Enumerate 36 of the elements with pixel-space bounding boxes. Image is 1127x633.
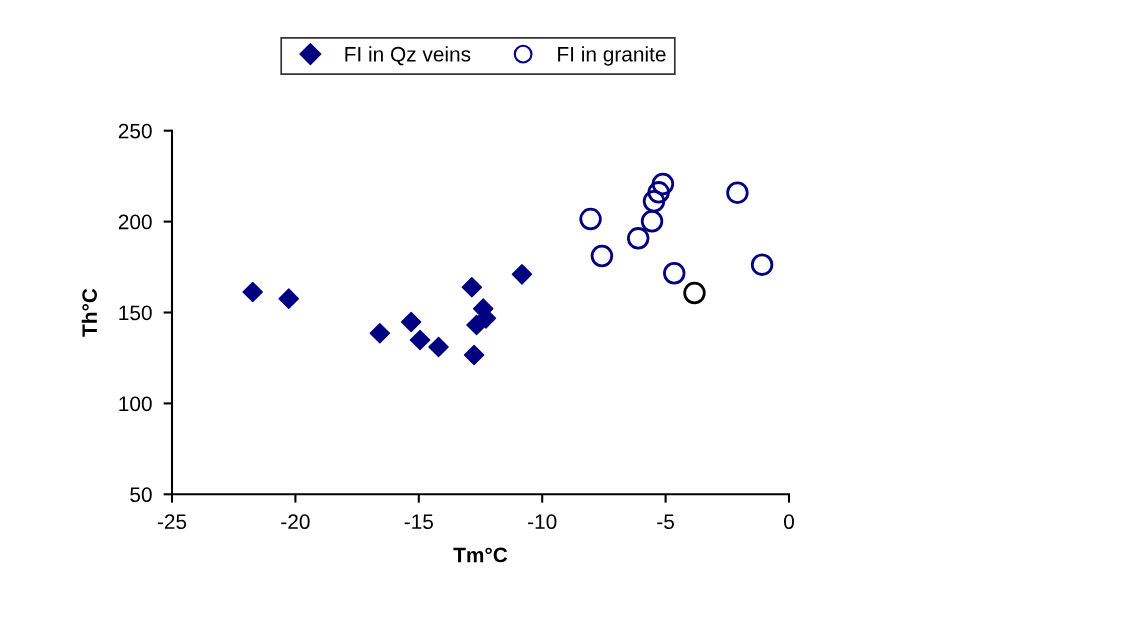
point <box>647 181 670 204</box>
y-axis-title: Th°C <box>81 288 98 337</box>
point <box>242 281 263 303</box>
point <box>463 344 485 366</box>
point <box>590 244 614 268</box>
point <box>640 210 664 233</box>
y-tick-label: 150 <box>119 305 152 321</box>
point <box>651 172 675 196</box>
point <box>511 264 533 285</box>
x-tick-label: -15 <box>404 514 433 530</box>
point <box>461 276 483 298</box>
y-tick-label: 200 <box>118 214 152 230</box>
point <box>642 190 666 213</box>
x-tick-label: -10 <box>528 514 557 530</box>
x-tick-label: -25 <box>157 514 187 530</box>
point <box>400 311 422 333</box>
point <box>663 262 686 285</box>
legend-label: FI in granite <box>558 46 666 66</box>
point <box>369 322 391 344</box>
point <box>626 227 650 250</box>
point <box>726 181 749 204</box>
y-tick-label: 50 <box>130 487 152 503</box>
point <box>466 314 487 336</box>
point <box>409 329 431 351</box>
x-tick-label: -20 <box>281 514 310 530</box>
y-tick-label: 250 <box>118 123 152 139</box>
point <box>278 288 300 309</box>
point <box>750 253 774 276</box>
x-tick-label: -5 <box>657 514 674 530</box>
legend-label: FI in Qz veins <box>345 46 471 66</box>
x-tick-label: 0 <box>784 514 794 530</box>
x-axis-title: Tm°C <box>453 547 508 563</box>
point <box>683 281 706 305</box>
point <box>579 207 602 231</box>
point <box>428 336 449 358</box>
y-tick-label: 100 <box>119 396 152 412</box>
